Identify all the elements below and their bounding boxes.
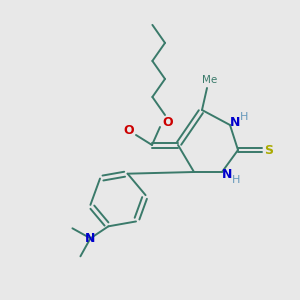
Text: N: N [85, 232, 96, 245]
Text: O: O [124, 124, 134, 136]
Text: N: N [230, 116, 240, 130]
Text: H: H [232, 175, 240, 185]
Text: H: H [240, 112, 248, 122]
Text: Me: Me [202, 75, 217, 85]
Text: O: O [163, 116, 173, 128]
Text: N: N [222, 167, 232, 181]
Text: S: S [265, 143, 274, 157]
